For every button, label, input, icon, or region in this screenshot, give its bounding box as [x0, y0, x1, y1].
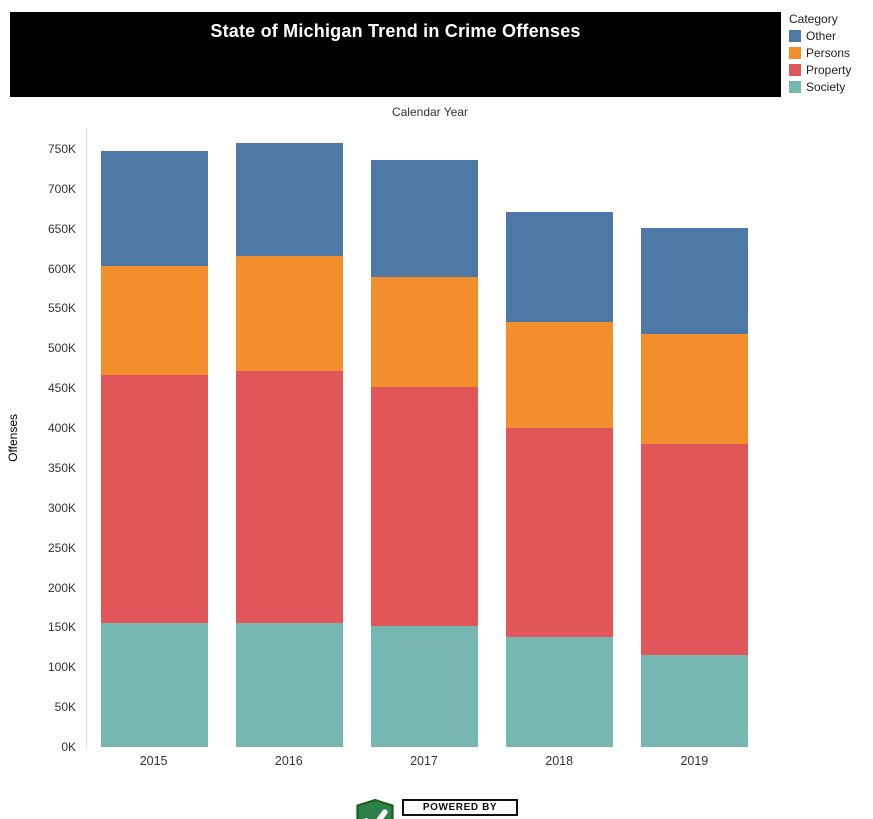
bar-2015 [101, 151, 208, 747]
bar-segment-property-2015[interactable] [101, 374, 208, 624]
x-tick-2019: 2019 [680, 754, 709, 768]
bar-segment-property-2019[interactable] [641, 443, 748, 656]
legend-swatch-other [789, 30, 801, 42]
y-axis-title: Offenses [6, 414, 20, 462]
bar-2016 [236, 143, 343, 747]
legend-label: Persons [806, 46, 851, 60]
legend-items: Other Persons Property Society [789, 29, 867, 94]
bar-segment-other-2018[interactable] [506, 211, 613, 322]
x-tick-2015: 2015 [139, 754, 168, 768]
bar-segment-society-2016[interactable] [236, 622, 343, 747]
y-tick-700K: 700K [47, 181, 76, 196]
bar-segment-society-2019[interactable] [641, 655, 748, 747]
bar-segment-property-2016[interactable] [236, 371, 343, 623]
brand-name: Munetrix [402, 817, 511, 819]
legend-swatch-society [789, 81, 801, 93]
y-axis-ticks: 0K 50K 100K 150K 200K 250K 300K 350K 400K 450K 500… [26, 129, 86, 754]
x-axis-ticks: 2015 2016 2017 2018 2019 [86, 747, 762, 775]
bar-2019 [641, 227, 748, 747]
bar-segment-persons-2016[interactable] [236, 255, 343, 372]
y-tick-100K: 100K [47, 660, 76, 675]
legend-label: Property [806, 63, 852, 77]
y-tick-500K: 500K [47, 341, 76, 356]
bar-segment-other-2016[interactable] [236, 143, 343, 256]
powered-by-label: POWERED BY [401, 799, 519, 817]
bar-segment-property-2018[interactable] [506, 428, 613, 637]
bar-segment-persons-2017[interactable] [371, 276, 478, 387]
powered-by-footer: POWERED BY Munetrix ® [0, 798, 873, 819]
x-axis-title: Calendar Year [391, 105, 469, 119]
y-tick-50K: 50K [54, 700, 76, 715]
bar-segment-persons-2015[interactable] [101, 266, 208, 375]
y-tick-550K: 550K [47, 301, 76, 316]
legend: Category Other Persons Property Society [781, 12, 867, 97]
bar-2018 [506, 211, 613, 747]
bar-segment-persons-2018[interactable] [506, 322, 613, 429]
brand-block: POWERED BY Munetrix ® [401, 799, 519, 819]
y-tick-400K: 400K [47, 421, 76, 436]
legend-label: Society [806, 80, 846, 94]
bar-segment-society-2015[interactable] [101, 623, 208, 747]
chart-title: State of Michigan Trend in Crime Offense… [210, 21, 581, 41]
legend-swatch-property [789, 64, 801, 76]
chart-title-bar: State of Michigan Trend in Crime Offense… [10, 12, 781, 97]
plot-area [86, 129, 762, 747]
bar-segment-other-2019[interactable] [641, 227, 748, 334]
y-tick-350K: 350K [47, 460, 76, 475]
x-tick-2018: 2018 [545, 754, 574, 768]
y-tick-750K: 750K [47, 141, 76, 156]
y-tick-0K: 0K [61, 740, 76, 754]
bar-segment-society-2018[interactable] [506, 636, 613, 747]
bar-segment-society-2017[interactable] [371, 625, 478, 747]
y-tick-150K: 150K [47, 620, 76, 635]
chart-area: Offenses 0K 50K 100K 150K 200K 250K 300K 350K 40… [0, 129, 873, 775]
legend-item-property[interactable]: Property [789, 63, 867, 77]
y-tick-450K: 450K [47, 381, 76, 396]
bar-2017 [371, 160, 478, 747]
brand-line: Munetrix ® [402, 817, 518, 819]
legend-swatch-persons [789, 47, 801, 59]
legend-label: Other [806, 29, 837, 43]
bar-segment-other-2015[interactable] [101, 151, 208, 267]
bar-segment-property-2017[interactable] [371, 386, 478, 626]
y-tick-300K: 300K [47, 500, 76, 515]
header-row: State of Michigan Trend in Crime Offense… [0, 0, 873, 97]
y-tick-250K: 250K [47, 540, 76, 555]
x-tick-2016: 2016 [274, 754, 303, 768]
y-tick-650K: 650K [47, 221, 76, 236]
legend-item-society[interactable]: Society [789, 80, 867, 94]
munetrix-shield-icon [355, 798, 395, 819]
y-tick-600K: 600K [47, 261, 76, 276]
bar-segment-other-2017[interactable] [371, 160, 478, 277]
legend-title: Category [789, 12, 838, 26]
bar-segment-persons-2019[interactable] [641, 333, 748, 444]
x-tick-2017: 2017 [410, 754, 438, 768]
legend-item-persons[interactable]: Persons [789, 46, 867, 60]
legend-item-other[interactable]: Other [789, 29, 867, 43]
y-tick-200K: 200K [47, 580, 76, 595]
